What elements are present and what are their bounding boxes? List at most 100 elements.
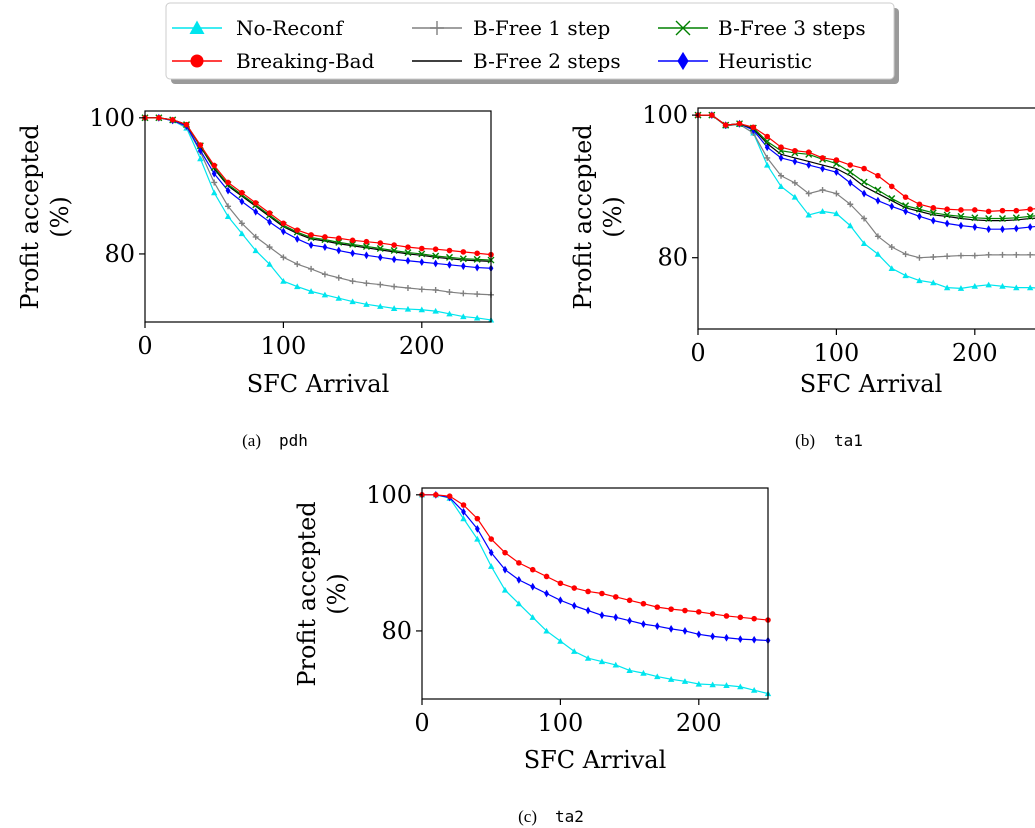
data-point-b-free-3-steps (971, 214, 979, 222)
data-point-b-free-3-steps (376, 244, 384, 252)
data-point-b-free-1-step (999, 251, 1006, 258)
data-point-b-free-1-step (446, 289, 453, 296)
data-point-b-free-1-step (266, 244, 273, 251)
y-axis-label-c: Profit accepted (%) (293, 501, 351, 686)
data-point-breaking-bad (875, 172, 881, 179)
data-point-b-free-1-step (805, 190, 812, 197)
data-point-no-reconf (667, 676, 675, 682)
series-breaking-bad (142, 115, 494, 258)
legend-label-heuristic: Heuristic (718, 49, 812, 73)
series-b-free-1-step (695, 112, 1035, 261)
data-point-b-free-1-step (1027, 251, 1034, 258)
data-point-no-reconf (640, 669, 647, 676)
data-point-b-free-1-step (833, 190, 840, 197)
data-point-no-reconf (971, 283, 978, 289)
data-point-no-reconf (737, 683, 744, 690)
data-point-b-free-3-steps (860, 178, 868, 186)
data-point-breaking-bad (736, 120, 743, 127)
data-point-heuristic (474, 524, 480, 533)
legend-box (165, 2, 895, 80)
chart-c: 0 100 200 80 100 SFC Arrival Profit accepted… (293, 481, 772, 826)
data-point-breaking-bad (599, 590, 605, 597)
data-point-breaking-bad (723, 613, 730, 619)
data-point-heuristic (558, 596, 563, 605)
data-point-heuristic (792, 157, 798, 166)
legend-label-no-reconf: No-Reconf (236, 16, 344, 40)
series-breaking-bad (695, 112, 1035, 215)
data-point-b-free-3-steps (335, 238, 343, 246)
data-point-breaking-bad (391, 242, 397, 248)
data-point-b-free-1-step (335, 274, 342, 281)
data-point-no-reconf (335, 294, 342, 301)
data-point-heuristic (225, 186, 231, 195)
data-point-heuristic (682, 627, 688, 635)
data-point-heuristic (861, 189, 867, 198)
data-point-b-free-1-step (791, 179, 798, 186)
data-point-heuristic (654, 622, 660, 631)
data-point-breaking-bad (709, 611, 716, 617)
data-point-breaking-bad (972, 207, 978, 213)
data-point-no-reconf (515, 600, 523, 607)
data-point-b-free-1-step (238, 220, 245, 227)
x-tick-label: 0 (690, 339, 705, 367)
data-point-no-reconf (432, 307, 439, 314)
data-point-breaking-bad (211, 162, 217, 169)
data-point-breaking-bad (543, 573, 550, 580)
data-point-b-free-3-steps (432, 252, 440, 260)
data-point-b-free-1-step (847, 201, 854, 208)
data-point-breaking-bad (778, 144, 784, 151)
data-point-breaking-bad (294, 227, 301, 233)
y-axis-label-line-1: Profit accepted (293, 501, 321, 686)
data-point-heuristic (585, 606, 591, 615)
data-point-b-free-3-steps (943, 211, 951, 219)
data-point-b-free-3-steps (390, 247, 398, 255)
data-point-breaking-bad (446, 493, 453, 499)
data-point-b-free-3-steps (985, 215, 993, 222)
data-point-b-free-3-steps (957, 212, 965, 220)
data-point-b-free-1-step (902, 251, 909, 258)
data-point-b-free-1-step (460, 290, 467, 297)
data-point-b-free-1-step (778, 172, 785, 179)
data-point-b-free-1-step (916, 254, 923, 261)
data-point-b-free-3-steps (473, 255, 481, 263)
caption-a-code: pdh (279, 431, 308, 450)
data-point-no-reconf (349, 298, 356, 305)
data-point-heuristic (447, 260, 452, 269)
data-point-b-free-3-steps (888, 195, 896, 203)
y-tick-label: 100 (89, 104, 135, 132)
data-point-heuristic (211, 169, 217, 178)
data-point-no-reconf (224, 213, 232, 220)
data-point-no-reconf (723, 682, 730, 688)
series-line-heuristic (698, 114, 1035, 230)
data-point-no-reconf (819, 208, 826, 214)
data-point-heuristic (834, 168, 839, 177)
data-point-no-reconf (791, 193, 799, 200)
data-point-breaking-bad (958, 207, 964, 213)
data-point-breaking-bad (585, 588, 591, 595)
data-point-b-free-3-steps (459, 255, 467, 263)
data-point-b-free-3-steps (902, 202, 910, 210)
data-point-heuristic (751, 635, 757, 644)
plot-frame-a (144, 110, 492, 323)
data-point-heuristic (668, 624, 674, 633)
data-point-no-reconf (571, 648, 578, 654)
data-point-b-free-1-step (225, 203, 232, 210)
data-point-b-free-3-steps (349, 240, 357, 248)
data-point-breaking-bad (944, 206, 950, 213)
data-point-heuristic (488, 548, 494, 557)
data-point-heuristic (239, 197, 245, 206)
data-point-heuristic (1013, 224, 1019, 233)
series-b-free-1-step (142, 114, 494, 298)
data-point-heuristic (530, 582, 536, 591)
data-point-no-reconf (211, 189, 218, 196)
data-point-breaking-bad (349, 237, 356, 244)
y-axis-label-line-1: Profit accepted (569, 124, 597, 309)
data-point-breaking-bad (474, 250, 480, 257)
legend-label-b-free-3-steps: B-Free 3 steps (718, 16, 866, 40)
data-point-no-reconf (488, 563, 495, 569)
data-point-heuristic (944, 219, 950, 228)
legend-marker-heuristic (677, 51, 689, 71)
x-tick-label: 200 (399, 332, 445, 360)
x-axis-label-b: SFC Arrival (800, 370, 943, 398)
x-axis-label-c: SFC Arrival (524, 746, 667, 774)
